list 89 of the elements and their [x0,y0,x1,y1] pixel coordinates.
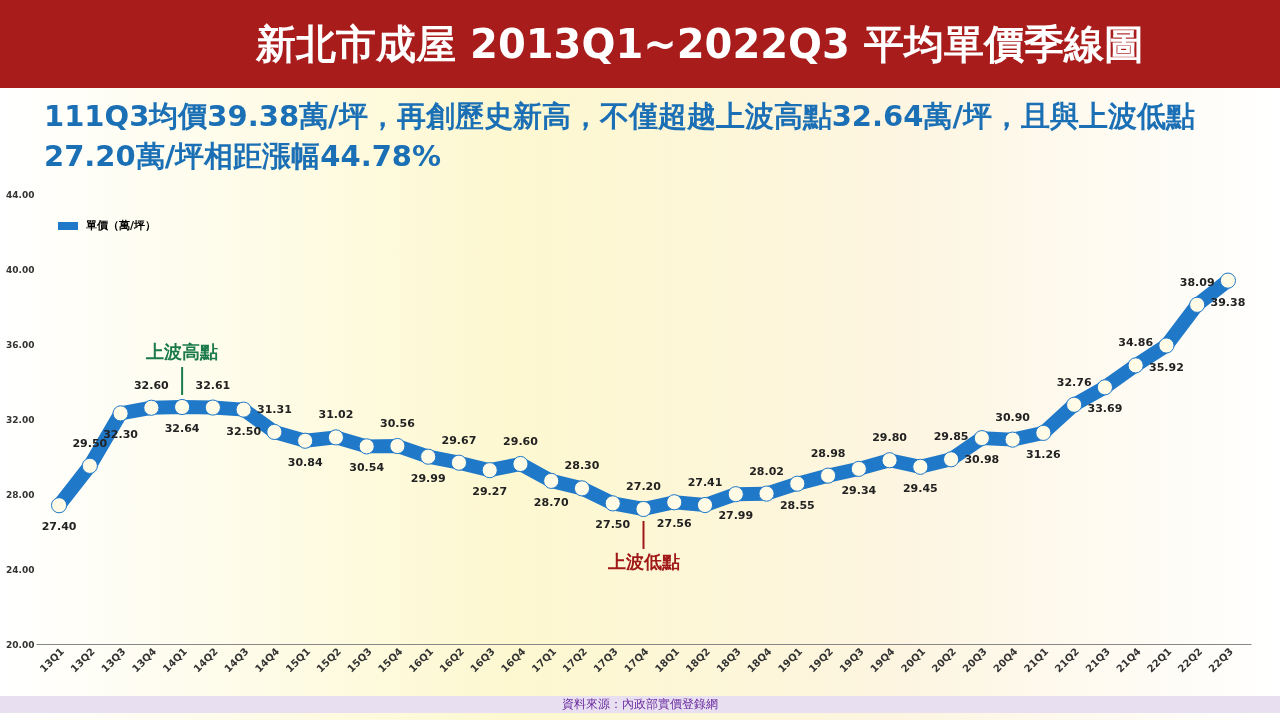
point [573,480,591,497]
text: 31.26 [1025,447,1061,461]
text: 29.34 [841,483,877,497]
text: 28.02 [749,464,784,478]
text: 29.60 [503,435,538,448]
text: 28.98 [810,446,846,460]
text: 30.56 [380,417,415,430]
text: 30.84 [287,455,323,469]
chart-subtitle: 111Q3均價39.38萬/坪，再創歷史新高，不僅超越上波高點32.64萬/坪，且與上波低點27.20萬/坪相距漲幅44.78% [43,98,1196,175]
point [81,457,98,474]
chart-title: 新北市成屋 2013Q1~2022Q3 平均單價季線圖 [0,0,1280,88]
text: 27.50 [595,518,631,532]
text: 28.30 [564,459,600,473]
point [1035,424,1052,441]
point [789,475,806,492]
point [204,399,221,416]
y-tick-label: 20.00 [6,639,35,650]
point [420,448,437,465]
point [1189,296,1206,313]
text: 27.20 [626,480,661,493]
point [604,495,621,512]
text: 27.56 [656,517,692,531]
point [696,496,714,514]
text: 29.45 [902,481,938,495]
text: 32.76 [1056,375,1092,389]
point [943,451,960,468]
text: 32.60 [133,378,169,392]
text: 32.50 [226,424,262,438]
text: 30.54 [349,461,385,475]
text: 29.27 [472,485,508,499]
point [912,458,929,475]
point [1004,431,1021,448]
source-note: 資料來源：內政部實價登錄網 [0,696,1280,713]
y-tick-label: 36.00 [6,339,35,350]
point [450,454,468,471]
text: 39.38 [1210,295,1246,309]
point [481,462,498,479]
point [327,429,344,446]
point [235,401,252,418]
point [973,430,990,447]
point [112,405,129,422]
text: 28.70 [533,495,569,509]
point [666,494,683,511]
point [50,497,68,514]
point [758,485,775,502]
y-tick-label: 28.00 [6,489,35,500]
text: 32.64 [164,422,200,435]
text: 31.31 [256,402,292,416]
text: 27.41 [687,476,723,490]
point [881,452,898,469]
point [143,399,160,416]
y-tick-label: 32.00 [6,414,35,425]
text: 29.85 [933,430,969,444]
text: 29.80 [872,431,907,445]
point [266,423,283,441]
point [1127,357,1144,374]
point [727,486,744,503]
point [358,438,375,455]
text: 34.86 [1118,336,1154,350]
text: 35.92 [1149,360,1184,374]
point [850,460,867,477]
y-tick-label: 44.00 [6,189,35,200]
text: 27.40 [41,520,77,534]
legend-label: 單價（萬/坪） [85,219,157,232]
text: 38.09 [1179,275,1215,289]
text: 27.99 [718,509,754,523]
text: 30.98 [964,453,1000,467]
text: 32.61 [195,378,231,392]
text: 29.67 [441,433,477,447]
point [543,472,560,489]
point [512,455,529,473]
point [1096,379,1113,396]
text: 33.69 [1087,402,1123,416]
y-tick-label: 24.00 [6,564,35,575]
annotation: 上波低點 [606,551,680,572]
point [1219,272,1237,289]
point [174,398,191,416]
y-tick-label: 40.00 [6,264,35,275]
point [819,467,837,484]
point [389,437,406,455]
point [635,500,652,518]
point [1158,337,1175,354]
annotation: 上波高點 [145,341,219,362]
point [297,432,314,449]
point [1066,396,1083,413]
text: 28.55 [779,498,815,512]
text: 31.02 [318,408,354,422]
text: 29.99 [410,471,446,485]
text: 30.90 [995,410,1031,424]
